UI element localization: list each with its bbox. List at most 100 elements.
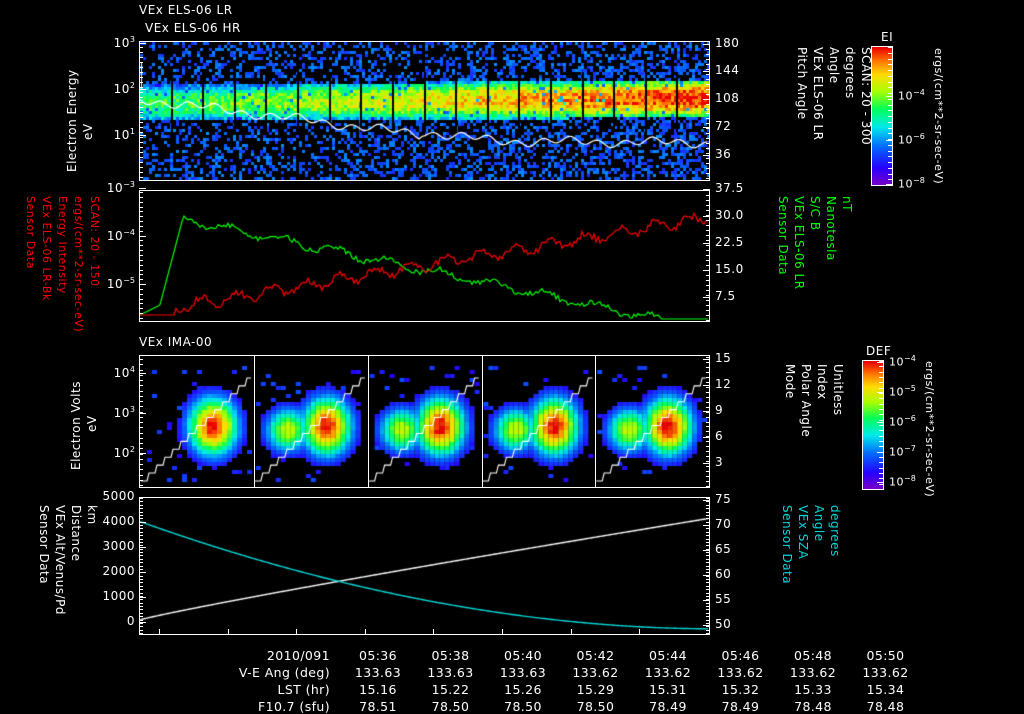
- panel1-raxis-minor-23: [706, 158, 710, 160]
- panel4-ltick-label-3: 2000: [102, 564, 135, 578]
- panel4-raxis-minor-8: [706, 525, 710, 526]
- panel2-raxis-minor-10: [706, 240, 710, 241]
- panel4-laxis-minor-20: [139, 565, 143, 567]
- panel4-left-label-line-3: km: [85, 505, 99, 525]
- panel3-raxis-minor-23: [706, 471, 710, 473]
- panel2-lines: [140, 191, 709, 321]
- panel2-left-label-line-3: ergs/(cm**2-sr-sec-eV): [72, 196, 85, 333]
- panel4-xtick-6: [570, 629, 572, 635]
- panel4-raxis-minor-2: [706, 504, 710, 506]
- colorbar-def-minor-15: [879, 441, 883, 442]
- colorbar-ei-minor-20: [888, 162, 892, 163]
- panel3-subpanel-divider: [595, 356, 596, 487]
- panel1-raxis-minor-14: [706, 113, 710, 115]
- panel4-raxis-minor-35: [706, 616, 710, 618]
- panel4-ltick-label-4: 1000: [102, 589, 135, 603]
- panel3-yaxis-minor-2: [139, 369, 143, 371]
- panel4-ltick-label-0: 5000: [102, 489, 135, 503]
- panel1-raxis-minor-17: [706, 128, 710, 130]
- colorbar-def-minor-21: [879, 473, 883, 474]
- panel4-raxis-minor-3: [706, 508, 710, 510]
- colorbar-def-title: DEF: [866, 344, 892, 358]
- colorbar-ei-minor-22: [888, 173, 892, 175]
- panel4-xtick-0: [159, 629, 160, 635]
- table-cell-r0-c2: 05:40: [503, 648, 543, 663]
- panel2-raxis-minor-13: [706, 255, 710, 256]
- panel4-laxis-minor-28: [139, 592, 143, 594]
- panel4-laxis-minor-38: [139, 626, 143, 628]
- table-row-label-1: V-E Ang (deg): [238, 665, 330, 680]
- panel2-laxis-minor-19: [139, 284, 143, 286]
- colorbar-ei-title: EI: [881, 30, 894, 44]
- panel2-plot-frame[interactable]: [139, 190, 710, 322]
- panel4-plot-frame[interactable]: [139, 497, 710, 635]
- panel3-ytick-label-2: 102: [113, 445, 135, 460]
- panel3-subpanel-divider: [368, 356, 369, 487]
- panel2-laxis-minor-6: [139, 221, 143, 223]
- panel2-laxis-minor-18: [139, 279, 143, 281]
- panel1-yaxis-minor-21: [139, 152, 143, 153]
- panel4-rtick-mark-3: [703, 575, 710, 576]
- colorbar-def-tick-4: 10−8: [889, 474, 916, 489]
- panel4-raxis-minor-20: [706, 565, 710, 567]
- panel2-rtick-mark-1: [703, 216, 710, 217]
- colorbar-def-minor-5: [879, 387, 883, 389]
- panel3-ytick-mark-0: [139, 373, 146, 374]
- colorbar-ei[interactable]: [871, 46, 893, 186]
- colorbar-def-tick-3: 10−7: [889, 444, 916, 459]
- colorbar-ei-minor-12: [888, 116, 892, 117]
- panel4-laxis-minor-36: [139, 619, 143, 621]
- panel2-laxis-minor-8: [139, 230, 143, 232]
- panel3-raxis-minor-8: [706, 396, 710, 398]
- panel4-rtick-label-1: 70: [715, 517, 732, 531]
- panel2-raxis-minor-24: [706, 310, 710, 311]
- panel4-laxis-minor-29: [139, 595, 143, 597]
- panel3-raxis-minor-18: [706, 446, 710, 448]
- panel3-raxis-minor-7: [706, 391, 710, 393]
- panel3-yaxis-minor-22: [139, 474, 143, 476]
- panel4-raxis-minor-13: [706, 541, 710, 543]
- panel4-raxis-minor-9: [706, 528, 710, 530]
- panel2-right-label-line-4: nT: [840, 196, 854, 212]
- colorbar-def-minor-23: [879, 483, 883, 485]
- panel4-laxis-minor-14: [139, 545, 143, 547]
- panel4-raxis-minor-4: [706, 511, 710, 513]
- panel4-right-label-line-3: degrees: [828, 505, 842, 557]
- colorbar-ei-minor-7: [888, 87, 892, 89]
- colorbar-ei-minor-8: [888, 93, 892, 94]
- panel4-ltick-mark-5: [139, 622, 146, 623]
- panel4-laxis-minor-25: [139, 582, 143, 584]
- panel2-right-label-line-3: Nanotesla: [824, 196, 838, 261]
- panel4-left-label-line-0: Sensor Data: [37, 505, 51, 585]
- panel2-right-label-line-0: Sensor Data: [776, 196, 790, 276]
- panel4-rtick-label-4: 55: [715, 592, 732, 606]
- colorbar-ei-minor-1: [888, 52, 892, 54]
- panel3-right-label-line-0: Mode: [783, 364, 797, 399]
- table-cell-r3-c0: 78.51: [359, 699, 397, 714]
- panel4-raxis-minor-29: [706, 595, 710, 597]
- panel4-raxis-minor-15: [706, 548, 710, 550]
- colorbar-ei-tickmark-0: [886, 96, 893, 97]
- table-cell-r0-c5: 05:46: [721, 648, 760, 663]
- panel2-raxis-minor-11: [706, 245, 710, 246]
- panel3-plot-frame[interactable]: [139, 355, 710, 488]
- panel4-raxis-minor-14: [706, 545, 710, 547]
- panel4-laxis-minor-6: [139, 518, 143, 520]
- panel2-laxis-minor-20: [139, 288, 143, 290]
- panel4-laxis-minor-5: [139, 514, 143, 516]
- table-cell-r0-c1: 05:38: [431, 648, 470, 663]
- panel1-plot-frame[interactable]: [139, 41, 710, 181]
- table-cell-r3-c3: 78.50: [576, 699, 615, 714]
- colorbar-ei-minor-23: [888, 179, 892, 181]
- colorbar-ei-units-text-line-0: ergs/(cm**2-sr-sec-eV): [932, 48, 945, 185]
- colorbar-def[interactable]: [862, 360, 884, 490]
- colorbar-ei-minor-19: [888, 156, 892, 158]
- colorbar-ei-minor-0: [888, 47, 892, 48]
- panel4-rtick-mark-0: [703, 500, 710, 501]
- colorbar-ei-minor-17: [888, 144, 892, 146]
- colorbar-def-tickmark-2: [877, 422, 884, 423]
- panel4-laxis-minor-37: [139, 622, 143, 624]
- panel1-raxis-minor-25: [706, 168, 710, 170]
- panel2-ltick-label-0: 10−3: [106, 180, 135, 195]
